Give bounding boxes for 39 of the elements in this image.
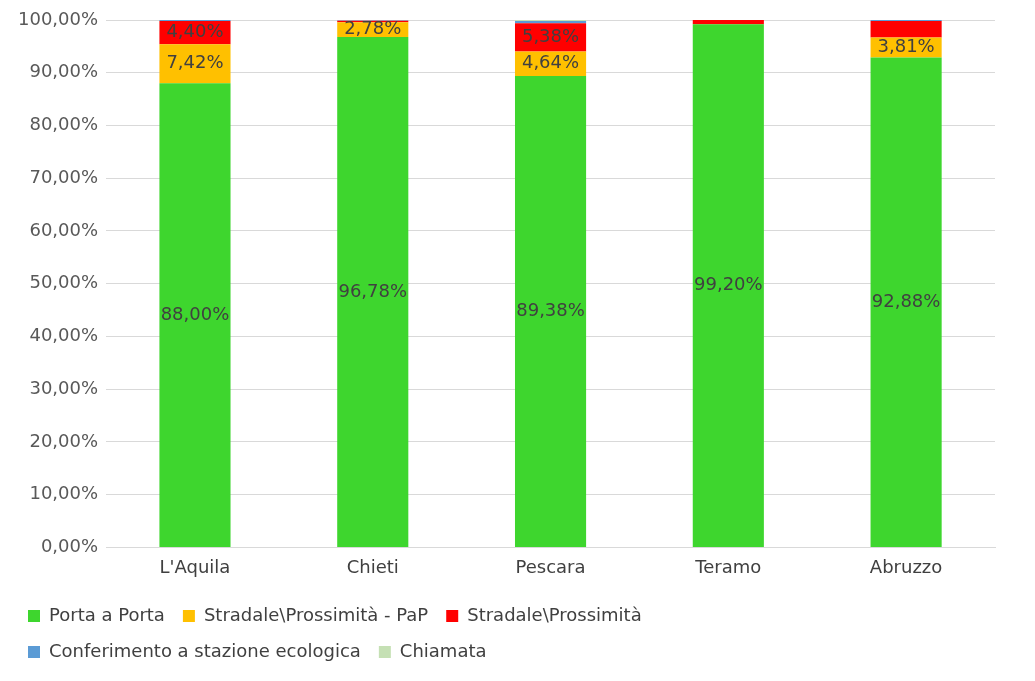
y-tick-label: 40,00% [29,324,99,346]
bar [159,83,231,547]
data-label: 92,88% [871,289,941,311]
x-tick-label: Abruzzo [869,555,943,577]
data-label: 96,78% [338,279,408,301]
x-tick-label: Chieti [346,555,399,577]
data-label: 99,20% [694,273,763,295]
y-tick-label: 50,00% [29,271,99,293]
data-label: 4,40% [166,20,224,42]
legend-label: Stradale\Prossimità - PaP [203,603,429,625]
data-label: 89,38% [516,299,585,321]
x-tick-label: L'Aquila [159,555,231,577]
y-tick-label: 30,00% [29,376,99,398]
legend-label: Chiamata [399,639,487,661]
bar [870,57,942,547]
bar [692,24,764,547]
y-tick-label: 10,00% [29,482,99,504]
bar [514,76,587,547]
x-tick-label: Pescara [515,555,586,577]
y-tick-label: 80,00% [29,113,99,135]
legend-label: Stradale\Prossimità [467,603,642,625]
y-tick-label: 60,00% [29,218,99,240]
data-label: 3,81% [877,35,935,57]
y-tick-label: 20,00% [29,429,99,451]
y-tick-label: 0,00% [40,535,99,557]
x-tick-label: Teramo [694,555,762,577]
data-label: 88,00% [160,302,230,324]
legend-label: Conferimento a stazione ecologica [49,639,361,661]
y-tick-label: 90,00% [29,60,99,82]
bar [870,21,942,38]
y-tick-label: 70,00% [29,165,99,187]
bar [337,36,409,547]
bar [692,20,764,25]
data-label: 4,64% [521,51,580,73]
data-label: 7,42% [166,51,224,73]
y-tick-label: 100,00% [17,7,99,29]
legend-label: Porta a Porta [49,603,165,625]
data-label: 2,78% [344,17,402,39]
data-label: 5,38% [521,25,580,47]
